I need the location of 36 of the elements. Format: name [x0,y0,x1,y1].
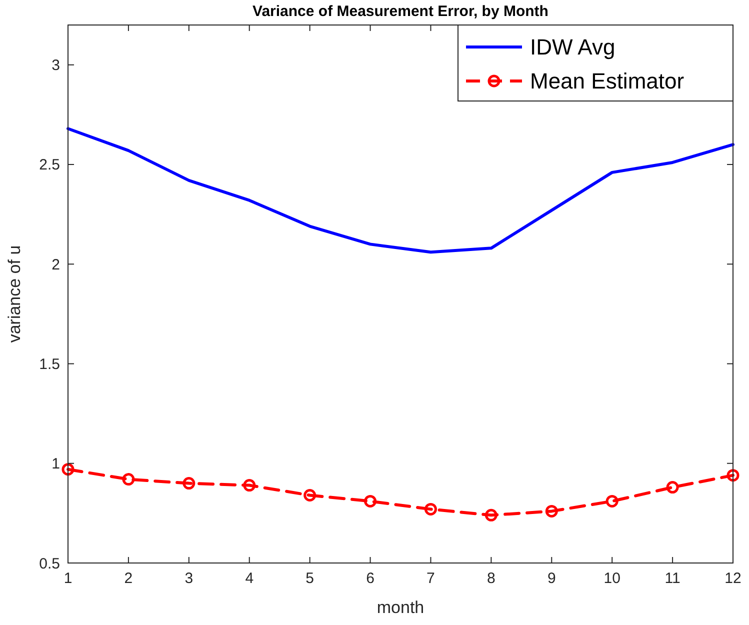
chart-title: Variance of Measurement Error, by Month [252,3,548,20]
x-tick-label: 4 [245,570,254,587]
x-tick-label: 8 [487,570,496,587]
point [243,479,256,492]
point [606,494,618,508]
x-tick-label: 6 [366,570,374,587]
x-tick-label: 7 [426,570,435,587]
point [122,473,135,486]
x-tick-label: 2 [124,570,133,587]
legend-label: IDW Avg [530,34,616,60]
y-tick-label: 1.5 [39,356,60,373]
line-series [66,127,734,254]
point [182,477,196,490]
point [424,502,437,516]
y-tick-label: 0.5 [39,555,60,572]
legend-label: Mean Estimator [530,68,684,94]
y-tick-label: 3 [52,57,60,74]
y-axis-title: variance of u [5,245,24,343]
y-tick-label: 1 [52,456,60,473]
point [364,494,377,508]
x-tick-label: 5 [306,570,314,587]
x-tick-label: 11 [664,570,680,587]
point [304,489,316,502]
x-tick-label: 1 [64,570,72,587]
x-axis-title: month [376,598,424,617]
point [726,469,740,482]
point [62,463,74,476]
x-tick-label: 10 [604,570,620,587]
x-tick-label: 3 [184,570,194,587]
x-tick-label: 12 [724,570,742,587]
point [484,508,498,522]
y-tick-label: 2.5 [39,156,60,174]
x-tick-label: 9 [547,570,556,587]
y-tick-label: 2 [52,256,60,274]
point [545,504,558,518]
point [666,481,679,494]
